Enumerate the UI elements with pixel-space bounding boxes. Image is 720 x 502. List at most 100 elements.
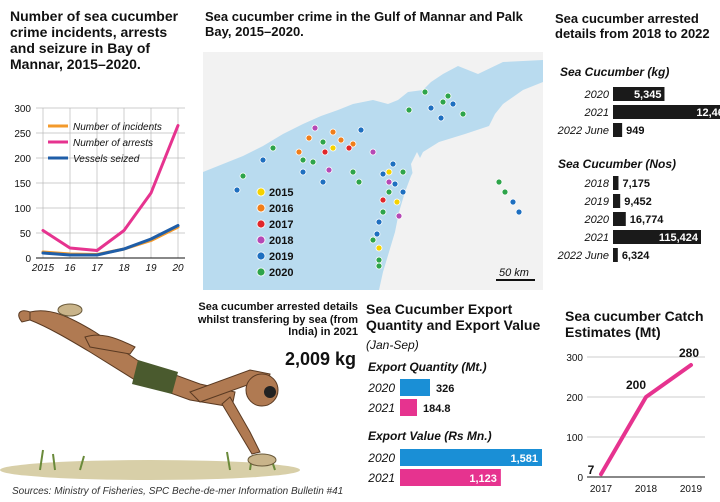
data-label: 9,452 [624,196,652,208]
legend-dot-2015 [256,187,266,197]
incident-point-2020 [385,188,393,196]
y-tick-label: 200 [566,393,583,404]
bar-2021 [613,230,701,244]
data-label: 280 [679,346,699,360]
data-label: 16,774 [630,214,665,226]
incident-point-2016 [295,148,303,156]
seabed [0,460,300,480]
x-tick-label: 2018 [635,484,658,495]
legend-dot-2017 [256,219,266,229]
category-label: 2022 June [557,250,609,262]
incident-point-2019 [449,100,457,108]
arrest-kg-chart: 2020 5,345 2021 12,460 2022 June 949 [557,87,720,137]
incident-point-2017 [321,148,329,156]
incident-point-2016 [337,136,345,144]
incident-point-2019 [391,180,399,188]
y-tick-label: 200 [14,154,31,165]
catch-title: Sea cucumber Catch Estimates (Mt) [565,308,704,341]
data-label: 5,345 [634,89,662,101]
incident-point-2020 [444,92,452,100]
incident-point-2019 [357,126,365,134]
map-legend: 2015 2016 2017 2018 2019 2020 [256,187,293,279]
incident-point-2019 [389,160,397,168]
legend-dot-2019 [256,251,266,261]
incident-point-2020 [355,178,363,186]
bar-2022 June [613,123,623,137]
series-line-1 [41,124,180,252]
diver-goggle [264,386,276,398]
data-label: 7 [588,463,595,477]
y-tick-label: 300 [14,104,31,115]
catch-line-chart: 0 100 200 300 2017 2018 2019 7 200 280 [566,346,705,495]
export-qty-header: Export Quantity (Mt.) [368,360,487,374]
incident-point-2019 [233,186,241,194]
map-land-india [203,52,543,172]
category-label: 2021 [584,232,609,244]
incident-point-2020 [379,208,387,216]
legend-year-2019: 2019 [269,251,293,263]
incident-point-2020 [439,98,447,106]
legend-label: Vessels seized [73,154,140,165]
x-tick-label: 2019 [680,484,703,495]
category-label: 2021 [367,471,395,485]
legend-dot-2016 [256,203,266,213]
incident-point-2020 [239,172,247,180]
legend-year-2018: 2018 [269,235,293,247]
incident-point-2018 [311,124,319,132]
category-label: 2020 [367,381,395,395]
category-label: 2021 [367,401,395,415]
incident-point-2017 [379,196,387,204]
map-land-mannar [411,152,421,176]
y-tick-label: 100 [14,204,31,215]
incident-point-2020 [495,178,503,186]
incident-point-2020 [501,188,509,196]
incident-point-2020 [309,158,317,166]
map-scale-label: 50 km [499,267,529,279]
incident-point-2020 [369,236,377,244]
sea-cucumber-hand [57,303,83,317]
seagrass [39,449,276,471]
diver-shorts [132,360,178,394]
data-label: 1,123 [469,473,497,485]
incident-point-2019 [375,218,383,226]
data-label: 200 [626,378,646,392]
source-note: Sources: Ministry of Fisheries, SPC Bech… [12,486,344,497]
x-tick-label: 17 [91,263,103,274]
incident-point-2015 [393,198,401,206]
arrest-nos-header: Sea Cucumber (Nos) [558,157,677,171]
legend-dot-2018 [256,235,266,245]
data-label: 326 [436,383,454,395]
category-label: 2018 [584,178,610,190]
export-value-chart: 2020 1,581 2021 1,123 [367,449,542,486]
y-tick-label: 0 [25,254,31,265]
y-tick-label: 50 [20,229,32,240]
legend-label: Number of incidents [73,122,162,133]
incident-point-2018 [395,212,403,220]
data-label: 12,460 [696,107,720,119]
export-qty-chart: 2020 326 2021 184.8 [367,379,454,416]
x-tick-label: 19 [145,263,157,274]
data-label: 7,175 [622,178,650,190]
incident-point-2019 [373,230,381,238]
x-tick-label: 16 [64,263,76,274]
y-tick-label: 250 [14,129,31,140]
series-line-2 [41,224,180,257]
legend-year-2017: 2017 [269,219,293,231]
x-tick-label: 2017 [590,484,613,495]
transfer-value: 2,009 kg [284,349,356,369]
export-subtitle: (Jan-Sep) [366,338,419,352]
bar-2021 [400,399,418,416]
category-label: 2020 [584,214,610,226]
incident-point-2017 [345,144,353,152]
incident-point-2020 [349,168,357,176]
map-incident-points [233,88,523,270]
incident-point-2015 [329,144,337,152]
data-label: 115,424 [659,232,699,244]
incident-point-2020 [399,168,407,176]
bar-2020 [613,87,665,101]
legend-label: Number of arrests [73,138,153,149]
incident-point-2019 [379,170,387,178]
arrest-panel-title: Sea cucumber arrested details from 2018 … [555,11,710,41]
category-label: 2020 [367,451,395,465]
export-title: Sea Cucumber Export Quantity and Export … [366,301,541,334]
